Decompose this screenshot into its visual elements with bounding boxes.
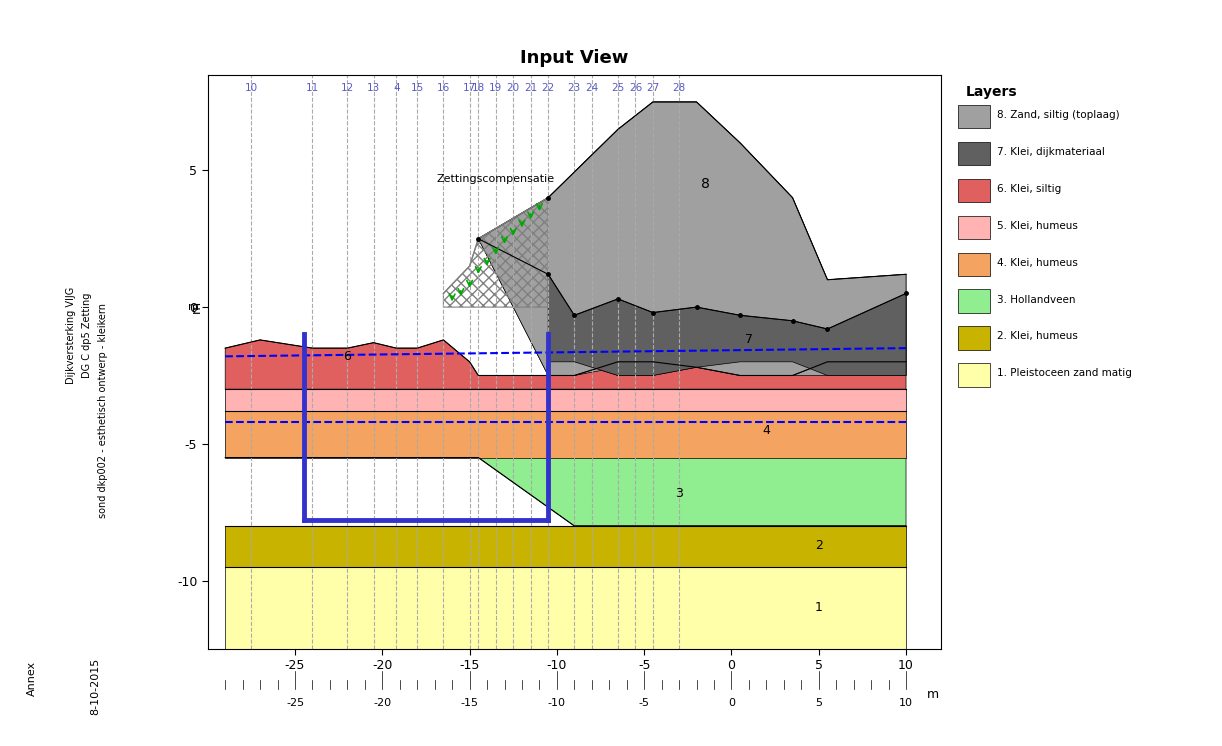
Text: 7: 7: [745, 333, 753, 346]
Text: -20: -20: [373, 698, 391, 708]
Text: -5: -5: [639, 698, 650, 708]
Polygon shape: [225, 75, 906, 649]
Text: Dijkversterking VIJG: Dijkversterking VIJG: [66, 287, 77, 384]
Polygon shape: [225, 389, 906, 411]
Text: 15: 15: [411, 83, 424, 93]
Polygon shape: [478, 102, 906, 375]
Polygon shape: [225, 457, 906, 526]
Text: 20: 20: [507, 83, 519, 93]
FancyBboxPatch shape: [958, 327, 990, 350]
Text: 11: 11: [306, 83, 319, 93]
Text: -15: -15: [461, 698, 479, 708]
Text: 22: 22: [541, 83, 555, 93]
Text: 6: 6: [343, 350, 352, 363]
Text: 10: 10: [899, 698, 913, 708]
Text: 13: 13: [367, 83, 380, 93]
Title: Input View: Input View: [521, 49, 628, 67]
Text: 8: 8: [701, 177, 710, 191]
Polygon shape: [549, 275, 906, 375]
Polygon shape: [225, 411, 906, 457]
Text: 26: 26: [629, 83, 642, 93]
Text: 5. Klei, humeus: 5. Klei, humeus: [997, 221, 1078, 231]
FancyBboxPatch shape: [958, 105, 990, 128]
Text: 21: 21: [524, 83, 538, 93]
Text: Layers: Layers: [965, 85, 1017, 98]
FancyBboxPatch shape: [958, 216, 990, 239]
FancyBboxPatch shape: [958, 252, 990, 276]
Text: 16: 16: [436, 83, 450, 93]
Text: 18: 18: [472, 83, 485, 93]
FancyBboxPatch shape: [958, 363, 990, 387]
Text: 3. Hollandveen: 3. Hollandveen: [997, 295, 1075, 304]
Polygon shape: [549, 275, 906, 375]
Polygon shape: [225, 526, 906, 567]
Text: m: m: [927, 688, 938, 700]
Text: 4. Klei, humeus: 4. Klei, humeus: [997, 257, 1078, 268]
Text: Annex: Annex: [27, 661, 37, 697]
Text: 23: 23: [568, 83, 580, 93]
FancyBboxPatch shape: [958, 142, 990, 166]
Text: 2. Klei, humeus: 2. Klei, humeus: [997, 331, 1078, 342]
Text: 4: 4: [393, 83, 400, 93]
Text: m: m: [189, 301, 203, 313]
Text: 27: 27: [646, 83, 660, 93]
Polygon shape: [478, 102, 906, 375]
Text: 1. Pleistoceen zand matig: 1. Pleistoceen zand matig: [997, 369, 1132, 378]
Text: sond dkp002 - esthetisch ontwerp - kleikern: sond dkp002 - esthetisch ontwerp - kleik…: [98, 303, 109, 518]
Text: 3: 3: [675, 486, 683, 500]
Text: 17: 17: [463, 83, 477, 93]
Polygon shape: [225, 340, 906, 389]
Text: 0: 0: [728, 698, 734, 708]
Text: -10: -10: [547, 698, 566, 708]
Text: -25: -25: [286, 698, 304, 708]
FancyBboxPatch shape: [958, 289, 990, 313]
Text: 10: 10: [244, 83, 258, 93]
Text: 12: 12: [341, 83, 354, 93]
Polygon shape: [225, 567, 906, 649]
Text: 7. Klei, dijkmateriaal: 7. Klei, dijkmateriaal: [997, 147, 1105, 157]
Text: DG C dp5 Zetting: DG C dp5 Zetting: [82, 293, 93, 378]
Text: 28: 28: [672, 83, 686, 93]
FancyBboxPatch shape: [958, 179, 990, 202]
Text: 6. Klei, siltig: 6. Klei, siltig: [997, 184, 1062, 194]
Text: 5: 5: [815, 698, 822, 708]
Text: 1: 1: [815, 601, 822, 615]
Text: 4: 4: [763, 424, 770, 436]
Text: 8. Zand, siltig (toplaag): 8. Zand, siltig (toplaag): [997, 110, 1119, 120]
Text: 24: 24: [585, 83, 599, 93]
Text: 19: 19: [489, 83, 502, 93]
Text: 25: 25: [611, 83, 624, 93]
Text: 2: 2: [815, 539, 822, 551]
Text: 8-10-2015: 8-10-2015: [90, 658, 100, 715]
Text: m: m: [188, 302, 199, 312]
Text: Zettingscompensatie: Zettingscompensatie: [436, 174, 555, 184]
